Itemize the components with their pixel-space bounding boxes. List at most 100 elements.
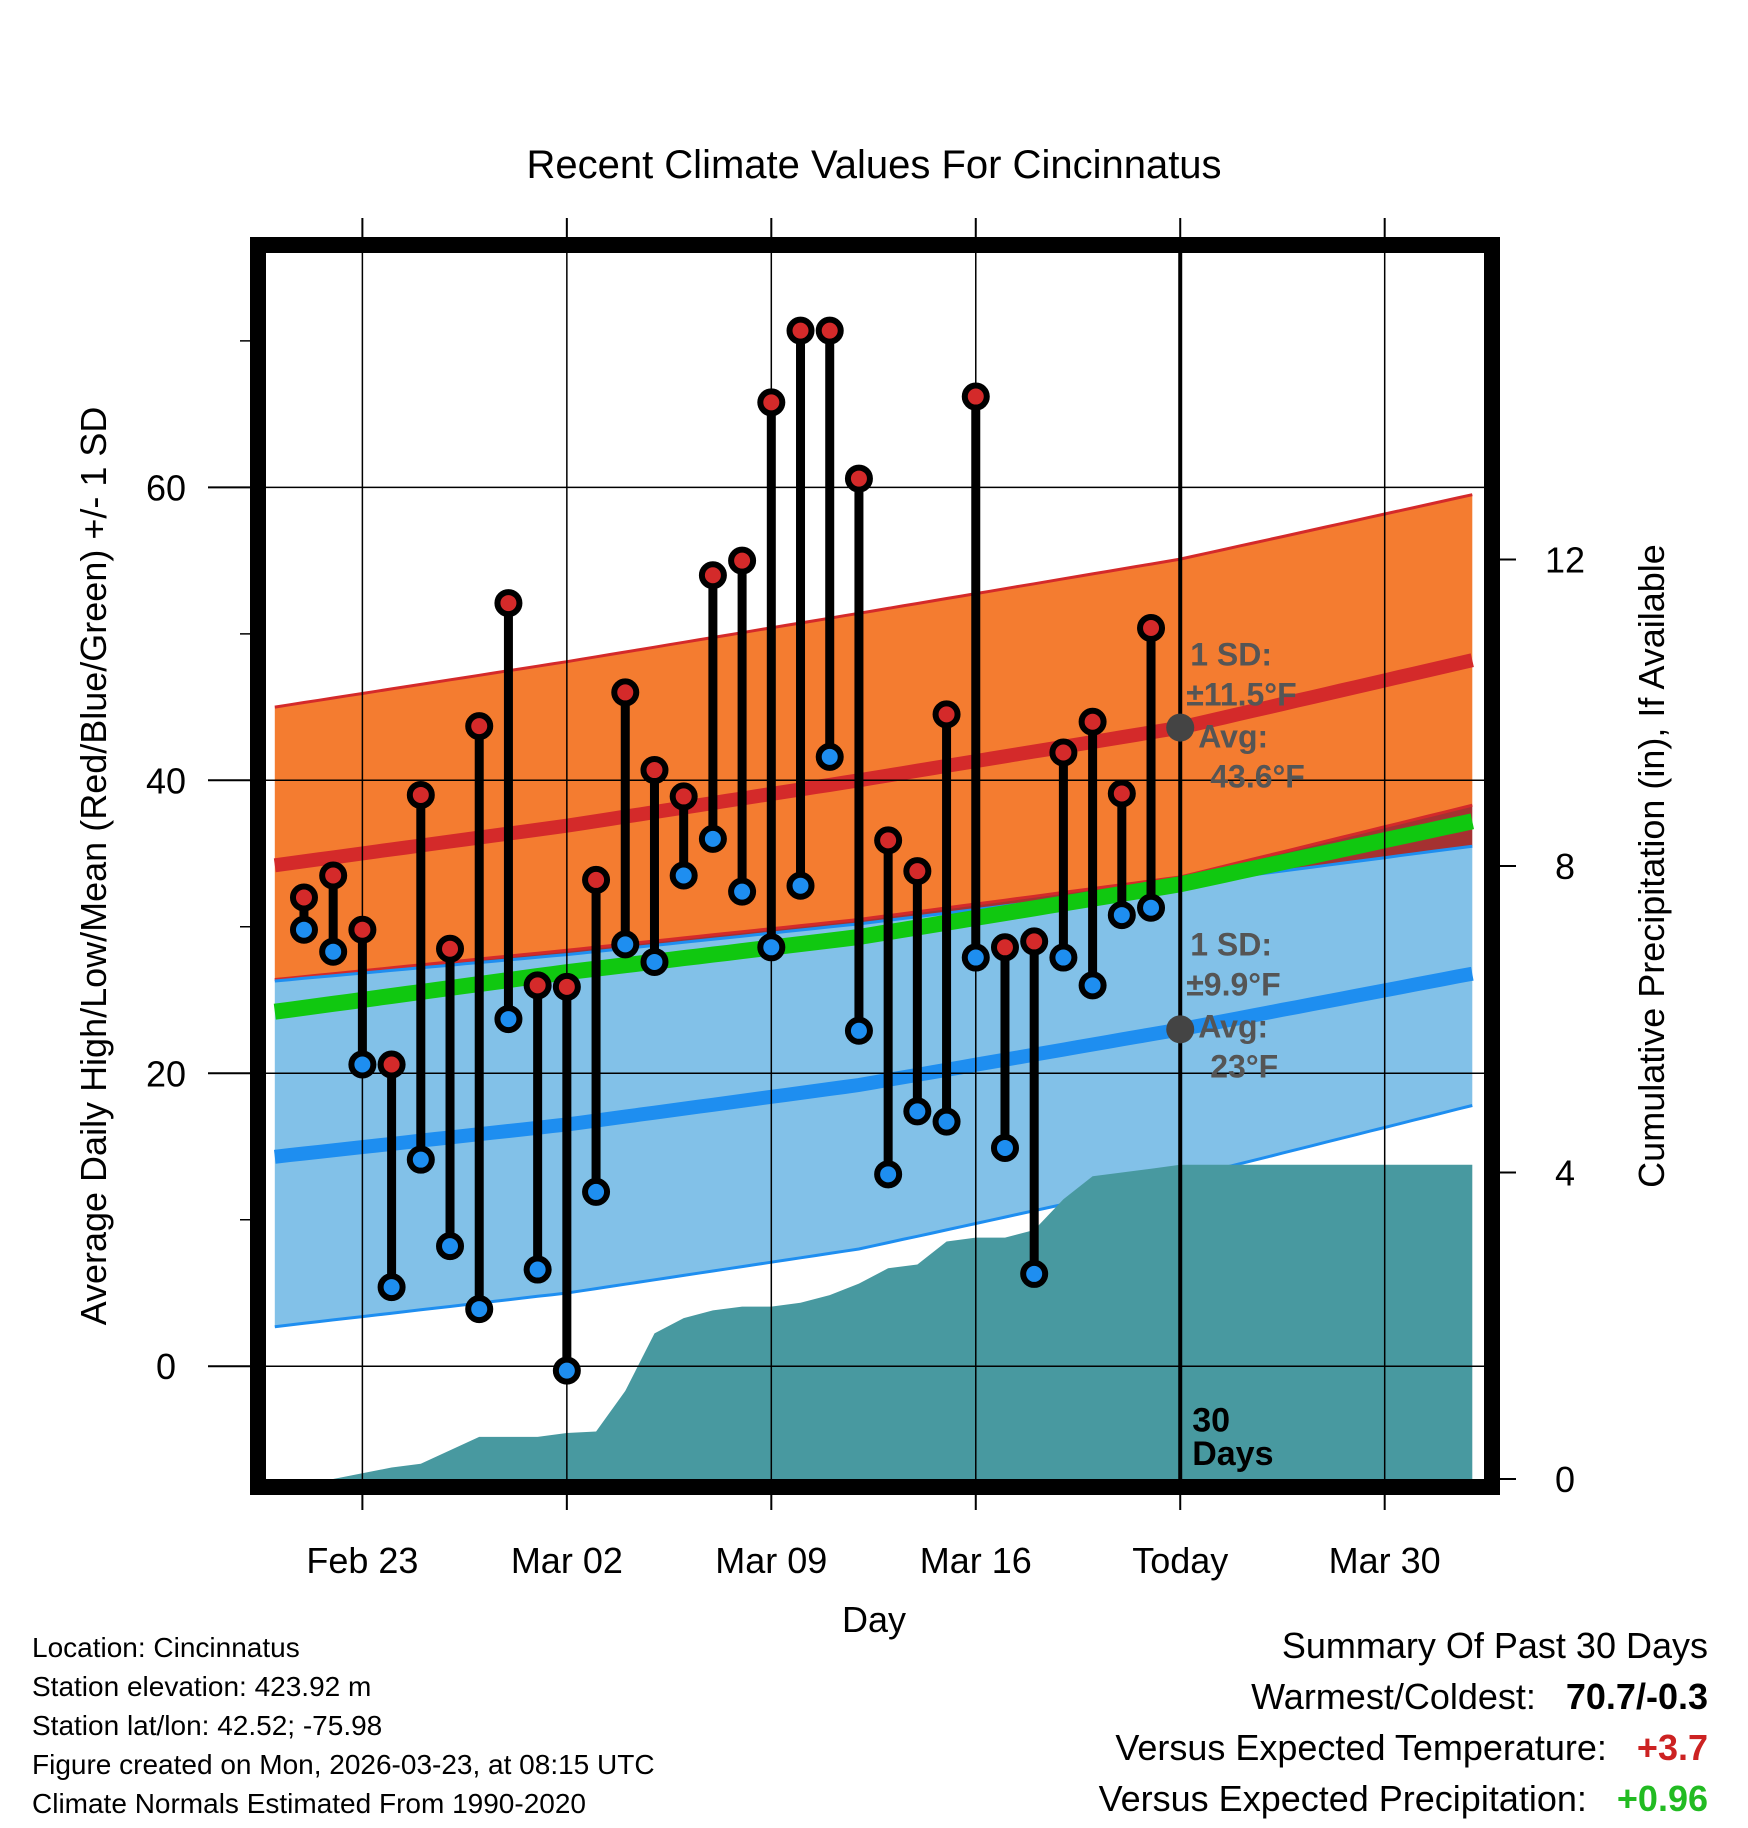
- low-avg-marker: [1166, 1015, 1195, 1044]
- high-temp-point: [494, 589, 523, 618]
- high-temp-point: [698, 561, 727, 590]
- high-annotation-text: Avg:: [1198, 719, 1268, 755]
- low-temp-point: [319, 937, 348, 966]
- high-temp-point: [786, 316, 815, 345]
- low-annotation-text: 23°F: [1210, 1048, 1278, 1084]
- high-temp-point: [903, 857, 932, 886]
- low-temp-point: [1107, 901, 1136, 930]
- daily-dots: [289, 316, 1166, 1385]
- mean-normal-line: [273, 813, 1475, 1020]
- high-temp-point: [1049, 738, 1078, 767]
- high-temp-point: [815, 316, 844, 345]
- high-temp-point: [757, 388, 786, 417]
- high-temp-point: [1137, 613, 1166, 642]
- low-temp-point: [903, 1097, 932, 1126]
- high-temp-point: [523, 971, 552, 1000]
- low-temp-point: [640, 947, 669, 976]
- low-temp-point: [406, 1145, 435, 1174]
- high-annotation-text: 43.6°F: [1210, 759, 1305, 795]
- low-temp-point: [494, 1005, 523, 1034]
- high-temp-point: [465, 712, 494, 741]
- low-normal-line: [273, 966, 1474, 1164]
- high-temp-point: [436, 934, 465, 963]
- low-annotation-text: 1 SD:: [1190, 926, 1272, 962]
- high-temp-point: [552, 972, 581, 1001]
- y2-tick-label: 0: [1555, 1459, 1575, 1500]
- low-temp-point: [786, 871, 815, 900]
- high-temp-point: [932, 700, 961, 729]
- high-annotation-text: ±11.5°F: [1186, 677, 1296, 713]
- high-sd-band: [274, 494, 1473, 980]
- high-temp-point: [844, 464, 873, 493]
- precip-value: +0.96: [1616, 1778, 1708, 1819]
- high-temp-point: [611, 678, 640, 707]
- low-temp-point: [961, 943, 990, 972]
- low-temp-point: [377, 1273, 406, 1302]
- summary-warmest-row: Warmest/Coldest: 70.7/-0.3: [1099, 1671, 1708, 1722]
- summary-temp-row: Versus Expected Temperature: +3.7: [1099, 1722, 1708, 1773]
- low-temp-point: [815, 742, 844, 771]
- low-temp-point: [465, 1295, 494, 1324]
- low-temp-point: [1137, 893, 1166, 922]
- high-temp-point: [669, 782, 698, 811]
- axes: Feb 23 Mar 02 Mar 09 Mar 16 Today Mar 3002040…: [146, 218, 1585, 1581]
- daily-bars: [299, 330, 1156, 1371]
- low-temp-point: [348, 1050, 377, 1079]
- low-temp-point: [932, 1107, 961, 1136]
- high-upper-line: [274, 493, 1473, 709]
- x-tick-label: Mar 09: [715, 1540, 827, 1581]
- y-axis-label: Average Daily High/Low/Mean (Red/Blue/Gr…: [73, 407, 114, 1326]
- high-temp-point: [289, 883, 318, 912]
- high-annotation-text: 1 SD:: [1190, 637, 1272, 673]
- low-annotation-text: Avg:: [1198, 1008, 1268, 1044]
- low-temp-point: [728, 877, 757, 906]
- chart-title: Recent Climate Values For Cincinnatus: [526, 143, 1221, 187]
- x-tick-label: Today: [1132, 1540, 1228, 1581]
- y2-tick-label: 12: [1545, 540, 1585, 581]
- low-temp-point: [990, 1133, 1019, 1162]
- precip-fill: [274, 1164, 1473, 1479]
- x-axis-label: Day: [842, 1599, 906, 1640]
- elevation-text: Station elevation: 423.92 m: [32, 1671, 372, 1702]
- high-temp-point: [377, 1050, 406, 1079]
- high-temp-point: [582, 865, 611, 894]
- high-temp-point: [990, 933, 1019, 962]
- high-temp-point: [640, 756, 669, 785]
- high-temp-point: [874, 826, 903, 855]
- x-tick-label: Mar 30: [1329, 1540, 1441, 1581]
- annotations: 1 SD: ±11.5°F Avg: 43.6°F 1 SD: ±9.9°F Avg: 23°…: [1166, 637, 1305, 1084]
- y2-axis-label: Cumulative Precipitation (in), If Availa…: [1631, 544, 1672, 1188]
- x-tick-label: Mar 02: [511, 1540, 623, 1581]
- created-text: Figure created on Mon, 2026-03-23, at 08…: [32, 1749, 655, 1780]
- high-temp-point: [961, 382, 990, 411]
- high-temp-point: [1078, 707, 1107, 736]
- normal-bands: [273, 493, 1475, 1329]
- high-normal-line: [273, 653, 1474, 873]
- x-tick-label: Mar 16: [920, 1540, 1032, 1581]
- y2-tick-label: 4: [1555, 1153, 1575, 1194]
- high-temp-point: [1107, 779, 1136, 808]
- y-tick-label: 20: [146, 1053, 186, 1094]
- high-temp-point: [319, 861, 348, 890]
- high-temp-point: [1020, 927, 1049, 956]
- low-temp-point: [611, 930, 640, 959]
- summary-title: Summary Of Past 30 Days: [1281, 1625, 1708, 1666]
- y-tick-label: 0: [156, 1346, 176, 1387]
- high-lower-line: [274, 803, 1473, 981]
- precipitation-area: [274, 1164, 1473, 1479]
- low-annotation-text: ±9.9°F: [1186, 966, 1280, 1002]
- days-label-unit: Days: [1192, 1435, 1273, 1473]
- precip-label: Versus Expected Precipitation:: [1098, 1778, 1587, 1819]
- y-tick-label: 40: [146, 760, 186, 801]
- low-temp-point: [874, 1160, 903, 1189]
- low-temp-point: [1049, 943, 1078, 972]
- high-temp-point: [348, 915, 377, 944]
- high-temp-point: [728, 546, 757, 575]
- station-info: Location: Cincinnatus Station elevation:…: [32, 1628, 655, 1823]
- location-text: Location: Cincinnatus: [32, 1632, 300, 1663]
- summary-panel: Summary Of Past 30 Days Warmest/Coldest:…: [1099, 1620, 1708, 1824]
- low-temp-point: [1020, 1259, 1049, 1288]
